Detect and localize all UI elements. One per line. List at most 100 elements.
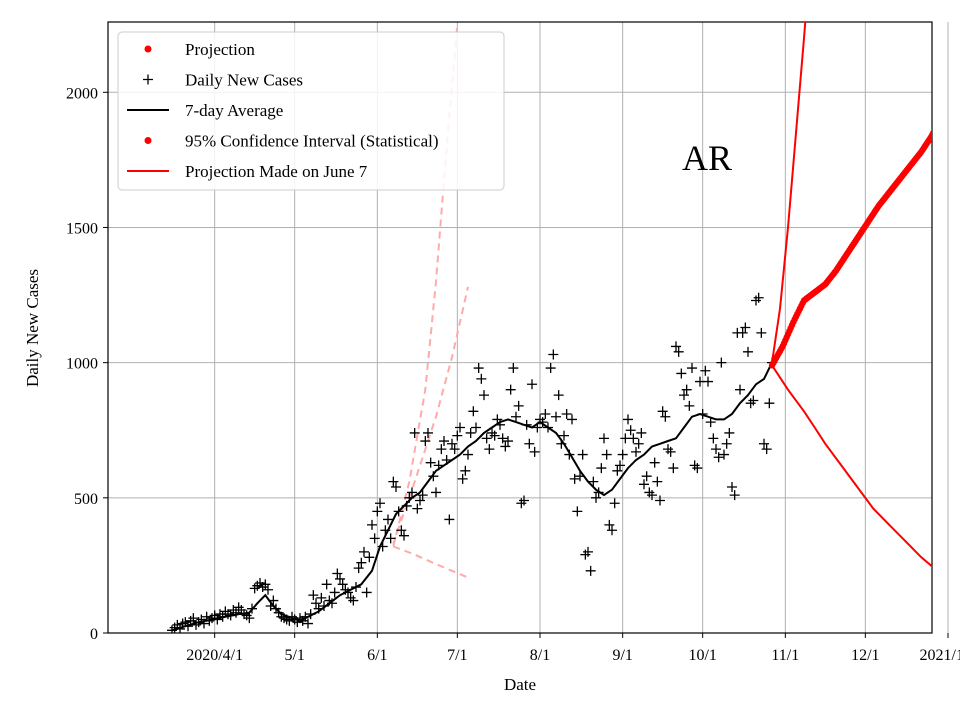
- daily-case-marker: [703, 376, 713, 387]
- daily-case-marker: [631, 446, 641, 457]
- daily-case-marker: [615, 460, 625, 471]
- daily-case-marker: [612, 465, 623, 476]
- daily-case-marker: [551, 411, 561, 422]
- daily-case-marker: [609, 498, 620, 509]
- daily-case-marker: [588, 476, 599, 487]
- y-tick-label: 500: [74, 491, 98, 508]
- daily-case-marker: [665, 446, 676, 457]
- daily-case-marker: [633, 438, 644, 449]
- daily-case-marker: [572, 506, 583, 517]
- daily-case-marker: [337, 579, 348, 590]
- y-axis-label: Daily New Cases: [23, 269, 42, 387]
- daily-case-marker: [527, 379, 537, 390]
- daily-case-marker: [348, 595, 359, 606]
- daily-case-marker: [511, 411, 521, 422]
- daily-case-marker: [639, 479, 649, 490]
- daily-case-marker: [484, 444, 495, 455]
- daily-case-marker: [308, 590, 319, 601]
- daily-case-marker: [756, 327, 767, 338]
- daily-case-marker: [719, 449, 729, 460]
- x-tick-label: 6/1: [367, 647, 387, 664]
- daily-case-marker: [649, 457, 660, 468]
- daily-case-marker: [708, 433, 719, 444]
- daily-case-marker: [223, 609, 233, 620]
- daily-case-marker: [553, 390, 564, 401]
- daily-case-marker: [372, 506, 383, 517]
- daily-case-marker: [671, 341, 681, 352]
- daily-case-marker: [585, 565, 596, 576]
- daily-case-marker: [628, 433, 639, 444]
- daily-case-marker: [687, 363, 697, 374]
- daily-case-marker: [353, 563, 364, 574]
- daily-case-marker: [625, 425, 636, 436]
- daily-case-marker: [391, 482, 401, 493]
- daily-case-marker: [529, 446, 540, 457]
- daily-case-marker: [260, 579, 271, 590]
- x-tick-label: 9/1: [612, 647, 632, 664]
- daily-case-marker: [679, 390, 689, 401]
- daily-case-marker: [729, 490, 740, 501]
- daily-case-marker: [468, 406, 479, 417]
- legend-marker-plus: [143, 74, 153, 85]
- daily-case-marker: [577, 449, 588, 460]
- daily-case-marker: [655, 495, 665, 506]
- daily-case-marker: [361, 587, 372, 598]
- daily-case-marker: [431, 487, 441, 498]
- daily-case-marker: [196, 614, 207, 625]
- ci-upper-line: [771, 22, 807, 363]
- daily-case-marker: [497, 433, 508, 444]
- daily-case-marker: [479, 390, 489, 401]
- y-tick-label: 1500: [66, 220, 98, 237]
- daily-case-marker: [660, 411, 671, 422]
- y-tick-label: 0: [90, 626, 98, 643]
- daily-case-marker: [764, 398, 775, 409]
- daily-case-marker: [417, 490, 428, 501]
- daily-case-marker: [359, 546, 369, 557]
- daily-case-marker: [364, 552, 375, 563]
- legend-label: 7-day Average: [185, 101, 283, 120]
- x-tick-label: 5/1: [284, 647, 304, 664]
- daily-case-marker: [700, 365, 711, 376]
- daily-case-marker: [316, 592, 327, 603]
- daily-case-marker: [681, 384, 692, 395]
- daily-case-marker: [329, 587, 340, 598]
- daily-case-marker: [569, 473, 580, 484]
- june7-projection-line: [392, 286, 469, 545]
- daily-case-marker: [641, 471, 652, 482]
- daily-case-marker: [396, 525, 407, 536]
- daily-case-marker: [481, 433, 492, 444]
- seven-day-average-line: [171, 362, 773, 632]
- daily-case-marker: [249, 583, 260, 594]
- plot-frame: [107, 21, 933, 634]
- projection-dot: [933, 124, 939, 130]
- daily-case-marker: [737, 327, 748, 338]
- daily-case-marker: [471, 422, 481, 433]
- daily-case-marker: [561, 409, 572, 420]
- daily-case-marker: [383, 514, 393, 525]
- daily-case-marker: [617, 449, 628, 460]
- legend-box: [117, 31, 505, 191]
- daily-case-marker: [676, 368, 687, 379]
- legend-label: Projection: [185, 40, 255, 59]
- daily-case-marker: [244, 613, 255, 624]
- daily-case-marker: [663, 444, 673, 455]
- daily-case-marker: [636, 427, 647, 438]
- projection-dot: [933, 123, 939, 129]
- daily-case-marker: [599, 433, 609, 444]
- daily-case-marker: [412, 503, 423, 514]
- daily-case-marker: [420, 436, 431, 447]
- daily-case-marker: [255, 577, 265, 588]
- daily-case-marker: [545, 363, 556, 374]
- x-axis-label: Date: [504, 675, 536, 694]
- daily-case-marker: [252, 580, 263, 591]
- daily-case-marker: [623, 414, 633, 425]
- daily-case-marker: [647, 490, 657, 501]
- daily-case-marker: [457, 473, 468, 484]
- legend-label: 95% Confidence Interval (Statistical): [185, 132, 439, 151]
- daily-case-marker: [727, 482, 737, 493]
- projection-dot: [931, 128, 932, 132]
- daily-case-marker: [721, 438, 732, 449]
- daily-case-marker: [303, 618, 313, 629]
- daily-case-marker: [460, 465, 471, 476]
- legend-label: Daily New Cases: [185, 71, 303, 90]
